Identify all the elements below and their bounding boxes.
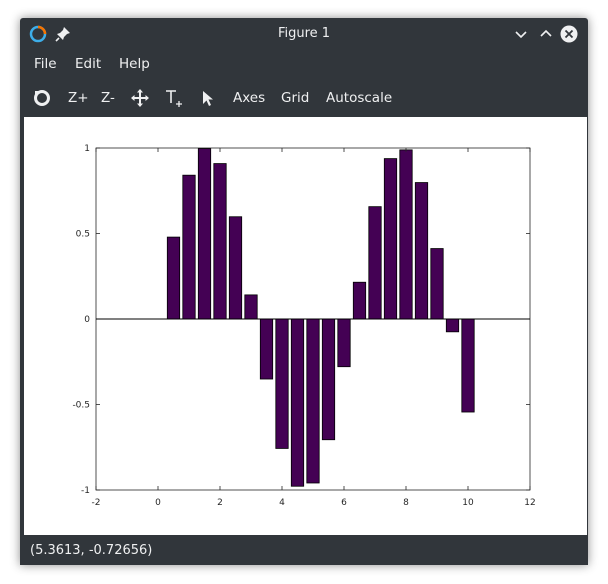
bar [244,294,258,320]
pan-icon[interactable] [130,88,150,108]
bar [399,149,413,320]
bar [461,318,475,413]
bar [290,318,305,487]
status-bar: (5.3613, -0.72656) [20,538,588,565]
zoom-out-button[interactable]: Z- [101,90,115,106]
y-tick-label: 1 [84,144,90,154]
bar [368,206,382,320]
zoom-in-button[interactable]: Z+ [68,90,89,106]
rotate-icon[interactable] [32,88,52,108]
bar [228,216,243,320]
x-tick-label: 4 [279,498,285,508]
grid-button[interactable]: Grid [281,90,310,106]
bar [166,236,181,320]
bar-chart: -2 0 2 4 6 8 10 12 -1 -0.5 0 0.5 1 [72,144,535,508]
bar [414,182,429,320]
bar [321,318,336,441]
bar [275,318,289,449]
bar [337,318,351,368]
x-tick-label: 6 [341,498,347,508]
title-bar[interactable]: Figure 1 [20,18,588,50]
axes-button[interactable]: Axes [233,90,266,106]
select-arrow-icon[interactable] [198,88,218,108]
menu-help[interactable]: Help [119,56,150,72]
bar [352,281,367,320]
bar [259,318,274,380]
maximize-icon[interactable] [537,25,555,43]
x-tick-label: 2 [217,498,223,508]
figure-window: Figure 1 File Edit Help Z+ Z- [20,18,588,565]
menu-bar: File Edit Help [20,50,588,80]
pin-icon[interactable] [54,25,72,43]
bar [430,248,444,320]
toolbar: Z+ Z- Axes Grid Autoscale [20,82,588,116]
menu-edit[interactable]: Edit [75,56,102,72]
bar [445,318,460,333]
y-tick-label: 0.5 [76,230,90,240]
y-tick-label: 0 [84,315,90,325]
insert-text-icon[interactable] [164,88,184,108]
autoscale-button[interactable]: Autoscale [326,90,393,106]
x-tick-label: -2 [92,498,101,508]
y-tick-label: -0.5 [72,401,90,411]
minimize-icon[interactable] [512,25,530,43]
y-tick-label: -1 [81,486,90,496]
bar [383,158,398,320]
x-tick-label: 8 [403,498,409,508]
x-tick-label: 0 [155,498,161,508]
menu-file[interactable]: File [34,56,57,72]
bar [197,148,212,320]
bar [213,163,227,320]
close-icon[interactable] [560,25,578,43]
cursor-coordinates: (5.3613, -0.72656) [30,543,153,558]
bar [182,174,196,320]
octave-app-icon [29,25,47,43]
x-tick-label: 12 [524,498,535,508]
plot-canvas[interactable]: -2 0 2 4 6 8 10 12 -1 -0.5 0 0.5 1 [24,117,587,535]
window-title: Figure 1 [277,26,331,41]
x-tick-label: 10 [462,498,474,508]
bar [306,318,320,484]
